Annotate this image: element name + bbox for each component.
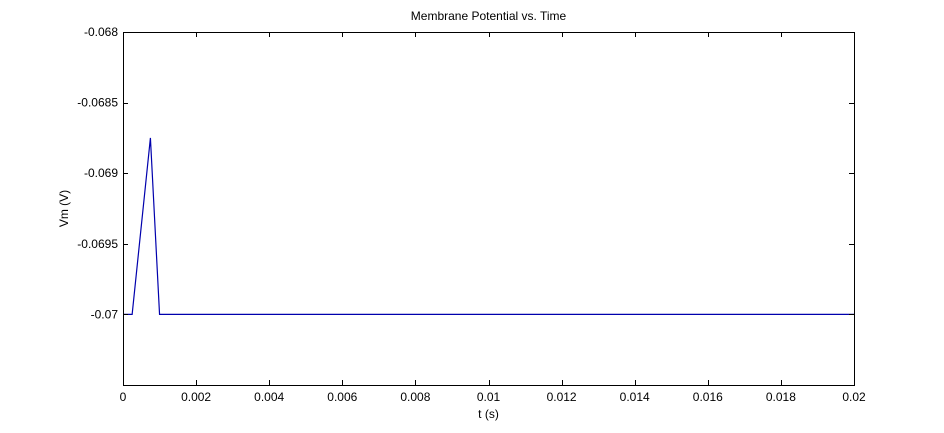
x-tick-label: 0.008 — [400, 390, 430, 404]
x-tick-label: 0.016 — [693, 390, 723, 404]
x-tick-label: 0.014 — [620, 390, 650, 404]
x-tick-label: 0.002 — [181, 390, 211, 404]
x-tick-label: 0.004 — [254, 390, 284, 404]
y-axis: -0.068 -0.0685 -0.069 -0.0695 -0.07 — [77, 25, 854, 321]
plot-area — [123, 32, 854, 385]
x-tick-label: 0.012 — [547, 390, 577, 404]
y-tick-label: -0.0685 — [77, 96, 118, 110]
x-tick-label: 0.02 — [842, 390, 866, 404]
x-axis: 0 0.002 0.004 0.006 0.008 0.01 0.012 0.014 0.016… — [120, 32, 866, 404]
y-tick-label: -0.07 — [91, 307, 119, 321]
chart-title: Membrane Potential vs. Time — [411, 9, 567, 23]
series-layer — [123, 137, 854, 315]
x-axis-title: t (s) — [478, 407, 499, 421]
x-tick-label: 0.01 — [477, 390, 501, 404]
x-tick-label: 0.006 — [327, 390, 357, 404]
y-axis-title: Vm (V) — [57, 190, 71, 227]
series-line-1 — [123, 137, 854, 315]
x-tick-label: 0 — [120, 390, 127, 404]
y-tick-label: -0.0695 — [77, 237, 118, 251]
y-tick-label: -0.068 — [84, 25, 118, 39]
y-tick-label: -0.069 — [84, 166, 118, 180]
x-tick-label: 0.018 — [766, 390, 796, 404]
